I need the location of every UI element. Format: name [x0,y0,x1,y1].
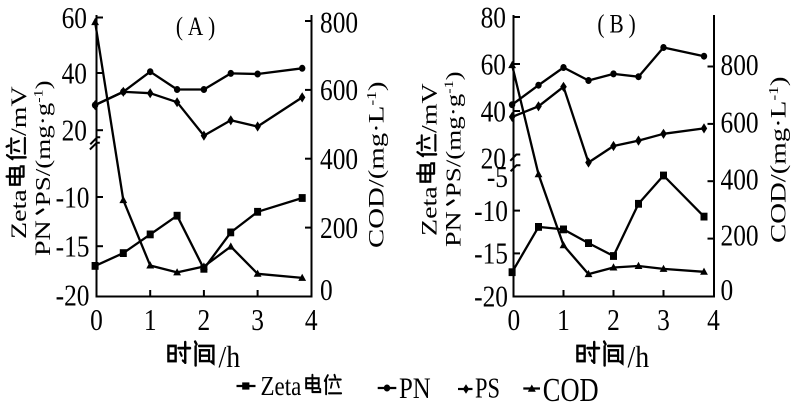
svg-text:PS: PS [475,373,500,404]
svg-text:0: 0 [507,304,520,338]
svg-text:/h: /h [219,341,241,375]
svg-text:20: 20 [62,114,87,148]
svg-text:20: 20 [481,142,506,176]
svg-text:PN: PN [442,211,465,247]
svg-text:-20: -20 [474,280,508,314]
svg-text:600: 600 [320,74,358,108]
svg-text:1: 1 [557,304,570,338]
svg-text:-10: -10 [56,181,90,215]
svg-text:PS/(mg·g-1): PS/(mg·g-1) [32,80,55,206]
svg-text:2: 2 [198,304,211,338]
svg-text:200: 200 [721,219,759,253]
svg-text:/mV: /mV [418,83,441,133]
svg-text:40: 40 [62,57,87,91]
svg-text:PN: PN [32,220,55,256]
svg-text:2: 2 [607,304,620,338]
svg-text:400: 400 [721,163,759,197]
svg-text:/h: /h [628,341,650,375]
svg-text:0: 0 [320,274,333,308]
svg-text:(A): (A) [176,13,220,41]
svg-text:Zeta: Zeta [8,189,31,239]
svg-text:60: 60 [62,2,87,36]
svg-text:4: 4 [305,304,318,338]
svg-text:COD: COD [543,371,599,409]
svg-text:-15: -15 [56,230,90,264]
svg-text:PN: PN [399,372,431,404]
svg-text:0: 0 [90,304,103,338]
svg-text:-15: -15 [474,237,508,271]
svg-text:0: 0 [721,274,734,308]
svg-text:COD/(mg·L-1): COD/(mg·L-1) [765,77,790,243]
svg-text:3: 3 [657,304,670,338]
svg-text:800: 800 [721,49,759,83]
svg-text:-5: -5 [487,161,508,195]
svg-text:400: 400 [320,143,358,177]
svg-text:/mV: /mV [8,86,31,136]
svg-text:PS/(mg·g-1): PS/(mg·g-1) [442,71,465,197]
svg-text:-20: -20 [56,279,90,313]
svg-text:80: 80 [481,1,506,35]
svg-text:Zeta: Zeta [261,372,302,401]
svg-text:COD/(mg·L-1): COD/(mg·L-1) [363,82,388,248]
svg-text:200: 200 [320,212,358,246]
svg-text:Zeta: Zeta [418,186,441,236]
svg-text:60: 60 [481,48,506,82]
svg-text:(B): (B) [597,10,640,38]
svg-text:4: 4 [707,304,720,338]
svg-text:800: 800 [320,6,358,40]
svg-text:600: 600 [721,106,759,140]
svg-text:3: 3 [251,304,264,338]
svg-text:40: 40 [481,95,506,129]
svg-text:-10: -10 [474,195,508,229]
svg-text:1: 1 [144,304,157,338]
